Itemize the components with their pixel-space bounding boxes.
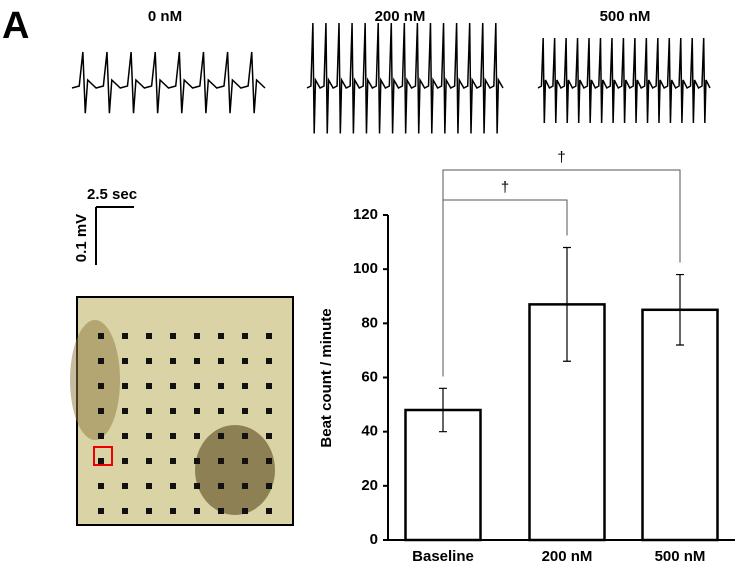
electrode — [122, 458, 128, 464]
electrode — [146, 333, 152, 339]
x-tick-label: Baseline — [412, 548, 474, 565]
electrode — [218, 508, 224, 514]
electrode — [170, 408, 176, 414]
ecg-trace — [306, 22, 504, 134]
electrode — [242, 483, 248, 489]
electrode — [194, 433, 200, 439]
electrode — [122, 433, 128, 439]
y-axis-label: Beat count / minute — [318, 308, 335, 447]
electrode — [218, 383, 224, 389]
trace-label: 200 nM — [375, 8, 426, 25]
electrode — [218, 483, 224, 489]
y-tick-label: 80 — [361, 314, 378, 331]
electrode — [218, 433, 224, 439]
error-bar — [563, 246, 571, 362]
electrode — [266, 333, 272, 339]
electrode — [98, 433, 104, 439]
y-tick-label: 20 — [361, 477, 378, 494]
electrode — [122, 408, 128, 414]
electrode — [242, 408, 248, 414]
panel-label: A — [2, 5, 29, 47]
electrode — [146, 358, 152, 364]
electrode — [98, 458, 104, 464]
electrode — [146, 483, 152, 489]
electrode — [218, 333, 224, 339]
trace-label: 0 nM — [148, 8, 182, 25]
electrode — [98, 483, 104, 489]
x-tick-label: 200 nM — [542, 548, 593, 565]
electrode — [122, 483, 128, 489]
y-tick-label: 40 — [361, 423, 378, 440]
electrode — [170, 333, 176, 339]
electrode — [170, 483, 176, 489]
electrode — [98, 508, 104, 514]
electrode — [194, 458, 200, 464]
electrode — [194, 508, 200, 514]
electrode — [146, 383, 152, 389]
significance-bracket — [442, 169, 681, 377]
trace-label: 500 nM — [600, 8, 651, 25]
y-tick-label: 120 — [353, 206, 378, 223]
scale-voltage: 0.1 mV — [73, 214, 90, 262]
y-tick-label: 60 — [361, 368, 378, 385]
electrode — [242, 458, 248, 464]
electrode — [194, 408, 200, 414]
electrode — [242, 333, 248, 339]
electrode — [146, 408, 152, 414]
electrode — [122, 333, 128, 339]
electrode — [122, 383, 128, 389]
y-tick-label: 0 — [370, 531, 378, 548]
electrode — [266, 433, 272, 439]
electrode — [170, 358, 176, 364]
electrode — [194, 333, 200, 339]
micrograph — [70, 296, 294, 526]
electrode — [98, 408, 104, 414]
y-tick-label: 100 — [353, 260, 378, 277]
electrode — [266, 458, 272, 464]
ecg-trace — [537, 37, 711, 124]
electrode — [242, 383, 248, 389]
electrode — [170, 508, 176, 514]
electrode — [98, 383, 104, 389]
electrode — [218, 408, 224, 414]
electrode — [242, 433, 248, 439]
electrode — [98, 333, 104, 339]
electrode — [122, 358, 128, 364]
scale-time: 2.5 sec — [87, 186, 137, 203]
significance-mark: † — [557, 149, 565, 166]
electrode — [170, 458, 176, 464]
electrode — [170, 383, 176, 389]
electrode — [266, 358, 272, 364]
ecg-trace — [71, 51, 266, 114]
electrode — [218, 458, 224, 464]
error-bar — [676, 273, 684, 346]
x-tick-label: 500 nM — [655, 548, 706, 565]
electrode — [218, 358, 224, 364]
electrode — [266, 508, 272, 514]
error-bar — [439, 387, 447, 433]
electrode — [242, 508, 248, 514]
electrode — [266, 383, 272, 389]
electrode — [146, 433, 152, 439]
electrode — [194, 358, 200, 364]
electrode — [194, 383, 200, 389]
electrode — [146, 508, 152, 514]
electrode — [98, 358, 104, 364]
electrode — [194, 483, 200, 489]
electrode — [266, 483, 272, 489]
electrode — [266, 408, 272, 414]
scale-bar — [95, 206, 134, 265]
selected-electrode — [93, 446, 113, 466]
electrode — [170, 433, 176, 439]
bar — [641, 308, 719, 542]
significance-mark: † — [501, 179, 509, 196]
electrode — [146, 458, 152, 464]
electrode — [242, 358, 248, 364]
electrode — [122, 508, 128, 514]
